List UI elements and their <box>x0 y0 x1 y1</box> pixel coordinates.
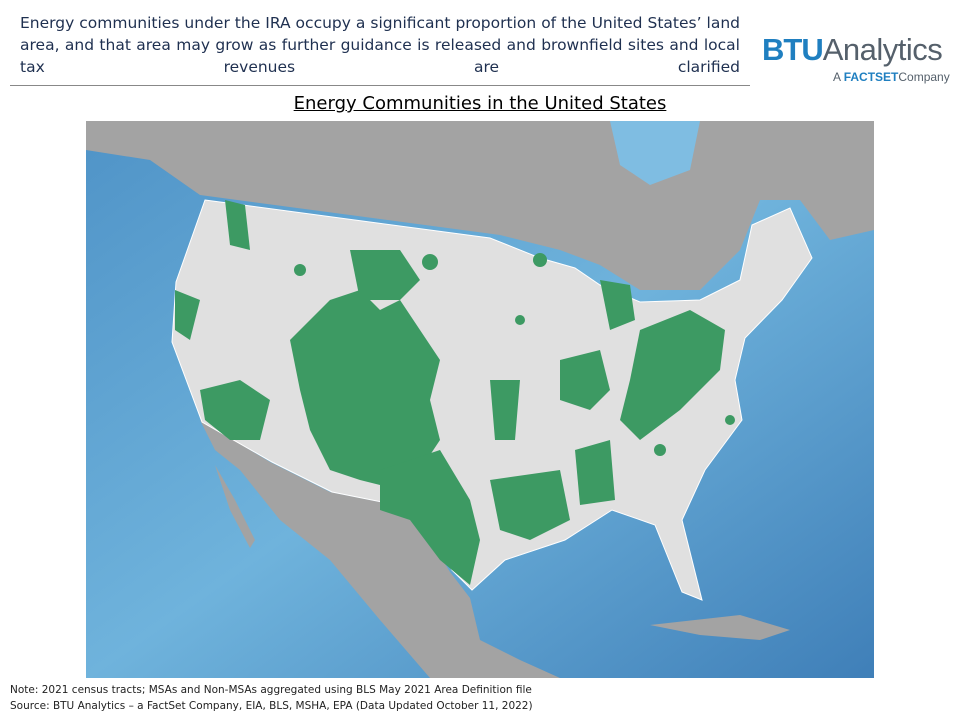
community-region <box>600 280 635 330</box>
hudson-bay <box>610 121 700 185</box>
map-title: Energy Communities in the United States <box>293 93 667 114</box>
energy-communities <box>175 200 735 585</box>
community-region <box>175 290 200 340</box>
community-region <box>575 440 615 505</box>
community-region <box>560 350 610 410</box>
header-text: Energy communities under the IRA occupy … <box>20 14 740 76</box>
logo-brand-bold: BTU <box>762 32 824 67</box>
community-region <box>533 253 547 267</box>
footer-source: Source: BTU Analytics – a FactSet Compan… <box>10 700 533 712</box>
footer-note: Note: 2021 census tracts; MSAs and Non-M… <box>10 684 532 696</box>
community-region <box>620 310 725 440</box>
community-region <box>725 415 735 425</box>
header-rule <box>10 85 750 86</box>
community-region <box>380 450 480 585</box>
community-region <box>515 315 525 325</box>
tagline-suffix: Company <box>898 70 950 84</box>
community-region <box>654 444 666 456</box>
community-region <box>350 250 420 300</box>
cuba <box>650 615 790 640</box>
community-region <box>200 380 270 440</box>
community-region <box>290 290 440 490</box>
community-region <box>294 264 306 276</box>
tagline-prefix: A <box>833 70 841 84</box>
community-region <box>422 254 438 270</box>
logo: BTUAnalytics <box>762 32 952 68</box>
tagline-bold: FACTSET <box>843 70 899 84</box>
mexico <box>200 420 560 678</box>
map <box>86 121 874 678</box>
baja <box>215 465 255 548</box>
community-region <box>490 380 520 440</box>
community-region <box>225 200 250 250</box>
logo-brand: Analytics <box>822 32 943 67</box>
community-region <box>490 470 570 540</box>
logo-tagline: A FACTSETCompany <box>833 70 950 84</box>
